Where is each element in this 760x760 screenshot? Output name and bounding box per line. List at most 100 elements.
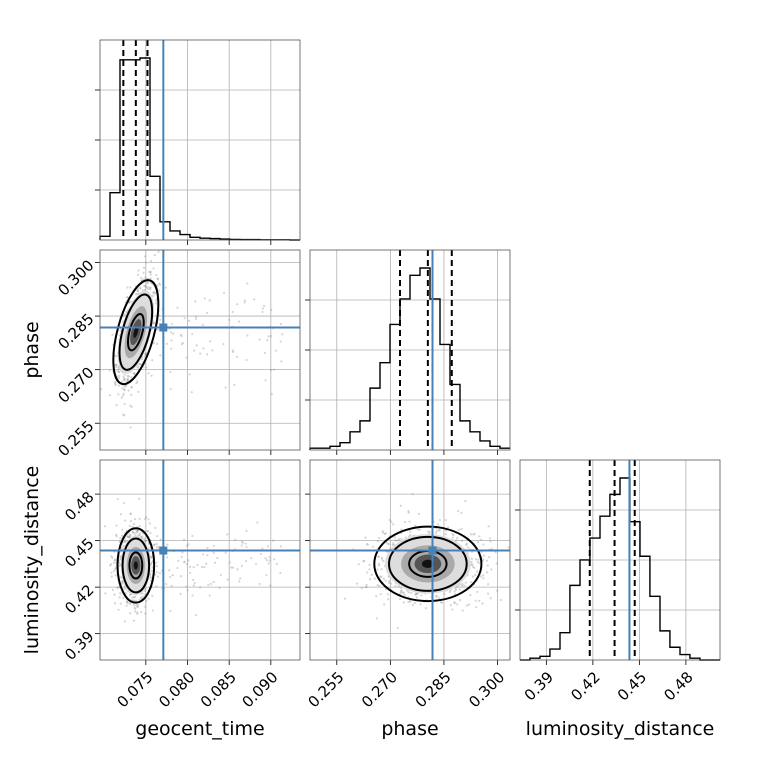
sample-point: [414, 593, 418, 596]
sample-point: [205, 562, 208, 565]
sample-point: [150, 569, 153, 572]
sample-point: [409, 530, 412, 533]
sample-point: [176, 566, 179, 570]
sample-point: [114, 567, 117, 571]
sample-point: [145, 539, 148, 543]
sample-point: [390, 520, 393, 523]
sample-point: [127, 375, 130, 378]
sample-point: [230, 566, 233, 569]
sample-point: [456, 536, 459, 540]
sample-point: [187, 543, 190, 546]
sample-point: [156, 342, 159, 345]
sample-point: [122, 378, 126, 381]
sample-point: [454, 588, 458, 592]
sample-point: [470, 557, 474, 560]
sample-point: [355, 582, 359, 585]
sample-point: [149, 273, 152, 276]
sample-point: [128, 534, 131, 537]
sample-point: [155, 546, 159, 549]
sample-point: [440, 601, 443, 605]
sample-point: [169, 331, 173, 334]
sample-point: [130, 300, 133, 303]
tick-label-x-geocent_time-1: 0.080: [155, 668, 198, 711]
sample-point: [464, 581, 467, 584]
sample-point: [449, 589, 452, 592]
sample-point: [152, 543, 156, 547]
sample-point: [123, 402, 126, 406]
sample-point: [386, 598, 390, 601]
sample-point: [496, 589, 499, 592]
sample-point: [139, 286, 142, 289]
sample-point: [194, 318, 198, 321]
sample-point: [443, 592, 446, 596]
sample-point: [138, 524, 141, 528]
sample-point: [185, 356, 188, 359]
sample-point: [138, 517, 141, 520]
sample-point: [165, 582, 168, 586]
sample-point: [147, 288, 150, 291]
histogram-geocent_time: [99, 57, 300, 241]
sample-point: [123, 540, 127, 543]
sample-point: [487, 525, 490, 528]
sample-point: [172, 332, 175, 335]
sample-point: [435, 594, 439, 597]
sample-point: [117, 366, 120, 369]
sample-point: [195, 315, 198, 318]
sample-point: [377, 562, 381, 565]
sample-point: [123, 388, 126, 391]
sample-point: [165, 556, 169, 559]
sample-point: [116, 369, 119, 372]
sample-point: [119, 513, 122, 516]
sample-point: [118, 596, 121, 599]
sample-point: [156, 535, 159, 538]
sample-point: [375, 617, 378, 620]
sample-point: [205, 311, 209, 315]
sample-point: [110, 571, 113, 574]
sample-point: [126, 295, 129, 299]
sample-point: [478, 599, 481, 603]
sample-point: [437, 596, 441, 600]
sample-point: [449, 604, 452, 607]
sample-point: [123, 379, 126, 382]
sample-point: [139, 287, 142, 290]
panel-frame: [99, 249, 301, 451]
sample-point: [473, 532, 476, 535]
sample-point: [481, 602, 484, 605]
sample-point: [209, 582, 213, 586]
sample-point: [375, 595, 378, 598]
sample-point: [150, 282, 153, 285]
sample-point: [396, 626, 400, 630]
sample-point: [114, 381, 117, 384]
histogram-phase: [309, 267, 510, 450]
sample-point: [121, 387, 124, 390]
sample-point: [108, 369, 111, 372]
sample-point: [231, 349, 234, 352]
sample-point: [150, 555, 154, 558]
sample-point: [388, 518, 391, 522]
sample-point: [397, 538, 401, 541]
sample-point: [394, 584, 397, 587]
sample-point: [128, 593, 132, 597]
sample-point: [135, 381, 138, 385]
sample-point: [151, 566, 154, 569]
sample-point: [123, 540, 127, 543]
sample-point: [153, 292, 156, 295]
sample-point: [128, 536, 131, 539]
sample-point: [141, 358, 144, 361]
sample-point: [119, 554, 122, 558]
sample-point: [495, 562, 498, 565]
sample-point: [253, 298, 256, 301]
sample-point: [136, 611, 139, 614]
sample-point: [136, 366, 139, 369]
sample-point: [444, 518, 447, 522]
sample-point: [140, 597, 143, 600]
sample-point: [381, 558, 384, 561]
sample-point: [157, 250, 160, 253]
sample-point: [136, 288, 140, 291]
sample-point: [117, 585, 120, 588]
sample-point: [159, 354, 162, 357]
panel-frame: [309, 459, 511, 661]
sample-point: [188, 373, 191, 376]
sample-point: [226, 578, 229, 581]
sample-point: [407, 600, 410, 604]
